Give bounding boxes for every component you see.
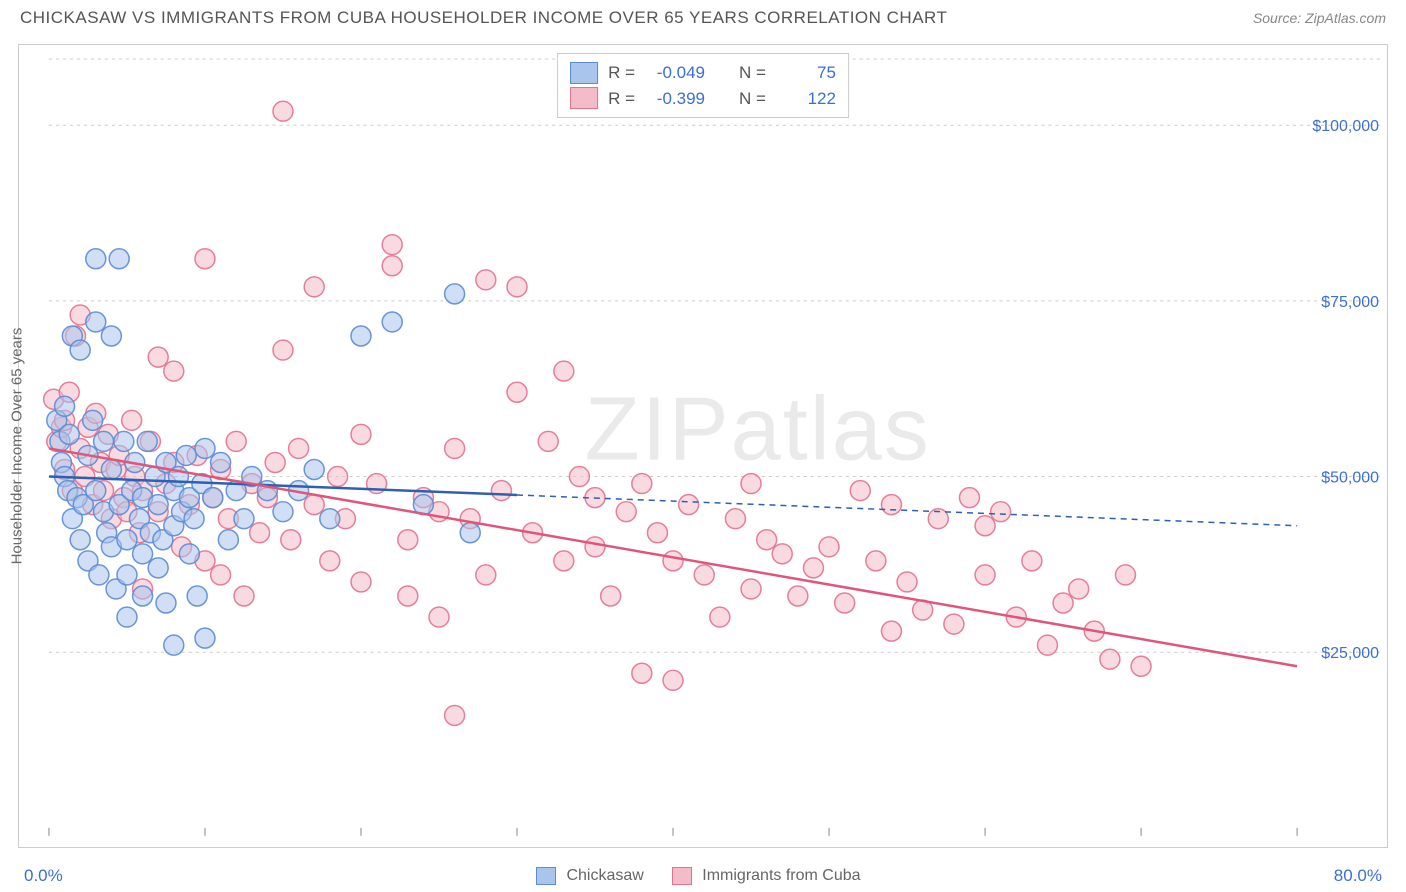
legend-r-label: R = bbox=[608, 86, 635, 112]
legend-n-label: N = bbox=[739, 86, 766, 112]
legend-swatch bbox=[672, 867, 692, 885]
legend-n-value: 75 bbox=[776, 60, 836, 86]
series-legend: Chickasaw Immigrants from Cuba bbox=[536, 867, 861, 885]
legend-swatch bbox=[570, 62, 598, 84]
chart-container: Householder Income Over 65 years ZIPatla… bbox=[18, 44, 1388, 848]
svg-text:$50,000: $50,000 bbox=[1321, 470, 1379, 487]
legend-r-label: R = bbox=[608, 60, 635, 86]
legend-label: Chickasaw bbox=[566, 867, 643, 884]
legend-row: R = -0.049 N = 75 bbox=[570, 60, 836, 86]
legend-n-value: 122 bbox=[776, 86, 836, 112]
source-attribution: Source: ZipAtlas.com bbox=[1253, 10, 1386, 26]
scatter-plot: $25,000 $50,000 $75,000 $100,000 bbox=[19, 45, 1387, 848]
legend-swatch bbox=[570, 87, 598, 109]
svg-text:$25,000: $25,000 bbox=[1321, 645, 1379, 662]
chart-title: CHICKASAW VS IMMIGRANTS FROM CUBA HOUSEH… bbox=[20, 8, 947, 28]
legend-row: R = -0.399 N = 122 bbox=[570, 86, 836, 112]
legend-item: Chickasaw bbox=[536, 867, 644, 885]
correlation-legend: R = -0.049 N = 75 R = -0.399 N = 122 bbox=[557, 53, 849, 118]
legend-n-label: N = bbox=[739, 60, 766, 86]
legend-swatch bbox=[536, 867, 556, 885]
legend-item: Immigrants from Cuba bbox=[672, 867, 861, 885]
legend-r-value: -0.049 bbox=[645, 60, 705, 86]
legend-r-value: -0.399 bbox=[645, 86, 705, 112]
svg-text:$75,000: $75,000 bbox=[1321, 294, 1379, 311]
legend-label: Immigrants from Cuba bbox=[702, 867, 860, 884]
svg-text:$100,000: $100,000 bbox=[1312, 118, 1379, 135]
x-axis-max: 80.0% bbox=[1334, 866, 1382, 886]
x-axis-min: 0.0% bbox=[24, 866, 63, 886]
